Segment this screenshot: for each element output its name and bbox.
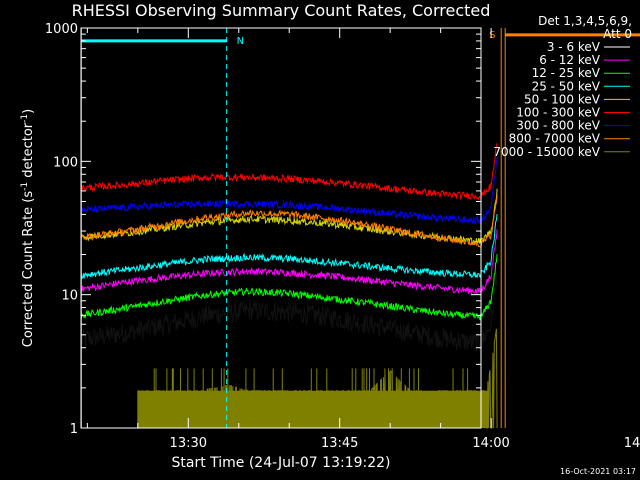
chart-title: RHESSI Observing Summary Count Rates, Co… [72, 1, 491, 20]
legend-label-4: 25 - 50 keV [532, 79, 601, 93]
plot-frame [80, 27, 482, 429]
series-4-pre-line [80, 213, 498, 279]
x-axis-label: Start Time (24-Jul-07 13:19:22) [171, 455, 390, 471]
legend-header-1: Det 1,3,4,5,6,9, [538, 14, 632, 28]
legend-label-8: 800 - 7000 keV [509, 132, 601, 146]
series-1-pre-line [80, 276, 498, 353]
y-tick-label-2: 10 [61, 289, 78, 304]
saa-label: S [489, 30, 495, 41]
x-tick-label-3: 14:00 [472, 436, 509, 451]
y-axis-label: Corrected Count Rate (s-1 detector-1) [20, 109, 36, 347]
y-tick-label-1: 1 [70, 422, 78, 437]
series-5-pre-line [80, 188, 498, 245]
legend-header-2: Att 0 [603, 27, 632, 41]
x-tick-label-4: 14:15 [624, 436, 640, 451]
x-tick-label-1: 13:30 [170, 436, 207, 451]
legend-label-2: 6 - 12 keV [539, 53, 601, 67]
legend-label-7: 300 - 800 keV [516, 119, 600, 133]
series-3-pre-line [80, 254, 498, 321]
series-6-pre-line [80, 143, 498, 201]
series-2-pre-line [80, 229, 498, 295]
timestamp: 16-Oct-2021 03:17 [560, 467, 636, 476]
olive-spikes-1 [137, 368, 489, 428]
series-8-pre-line [81, 194, 498, 248]
legend-label-6: 100 - 300 keV [516, 106, 600, 120]
legend-label-3: 12 - 25 keV [532, 66, 601, 80]
y-tick-label-3: 100 [53, 155, 78, 170]
night-label: N [237, 36, 244, 47]
data-layer [80, 143, 498, 429]
interval-layer: NS [80, 28, 640, 428]
y-tick-label-4: 1000 [45, 22, 78, 37]
legend-label-1: 3 - 6 keV [547, 40, 601, 54]
series-7-pre-line [80, 157, 498, 225]
legend-label-9: 7000 - 15000 keV [493, 145, 600, 159]
legend-label-5: 50 - 100 keV [524, 92, 601, 106]
x-tick-label-2: 13:45 [321, 436, 358, 451]
